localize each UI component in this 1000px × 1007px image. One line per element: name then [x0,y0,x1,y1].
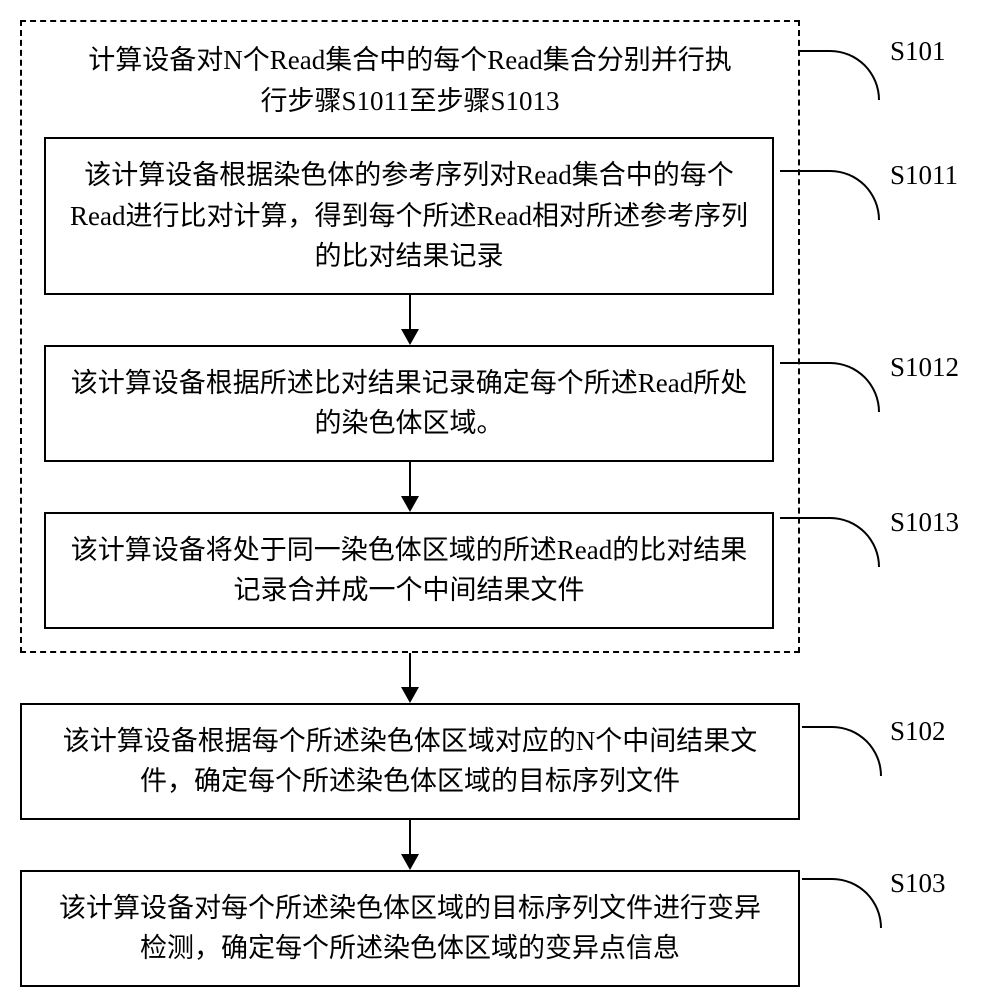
step-text: 该计算设备根据所述比对结果记录确定每个所述Read所处的染色体区域。 [71,368,747,439]
outer-dashed-box: 计算设备对N个Read集合中的每个Read集合分别并行执行步骤S1011至步骤S… [20,20,800,653]
arrow-down-icon [44,462,776,512]
arrow-down-icon [44,295,776,345]
step-box-s1012: 该计算设备根据所述比对结果记录确定每个所述Read所处的染色体区域。 [44,345,774,462]
connector-line [800,50,880,100]
connector-line [780,362,880,412]
step-box-s1011: 该计算设备根据染色体的参考序列对Read集合中的每个Read进行比对计算，得到每… [44,137,774,295]
connector-line [780,517,880,567]
step-text: 该计算设备对每个所述染色体区域的目标序列文件进行变异检测，确定每个所述染色体区域… [59,893,761,964]
step-label-s102: S102 [890,716,946,747]
arrow-down-icon [20,820,800,870]
step-label-s1013: S1013 [890,507,959,538]
step-box-s1013: 该计算设备将处于同一染色体区域的所述Read的比对结果记录合并成一个中间结果文件 [44,512,774,629]
outer-box-title: 计算设备对N个Read集合中的每个Read集合分别并行执行步骤S1011至步骤S… [44,40,776,121]
connector-line [802,878,882,928]
step-box-s103: 该计算设备对每个所述染色体区域的目标序列文件进行变异检测，确定每个所述染色体区域… [20,870,800,987]
flowchart-diagram: 计算设备对N个Read集合中的每个Read集合分别并行执行步骤S1011至步骤S… [20,20,980,987]
step-label-s101: S101 [890,36,946,67]
step-label-s1012: S1012 [890,352,959,383]
step-text: 该计算设备根据染色体的参考序列对Read集合中的每个Read进行比对计算，得到每… [70,160,748,271]
step-box-s102: 该计算设备根据每个所述染色体区域对应的N个中间结果文件，确定每个所述染色体区域的… [20,703,800,820]
step-label-s1011: S1011 [890,160,958,191]
step-text: 该计算设备将处于同一染色体区域的所述Read的比对结果记录合并成一个中间结果文件 [71,535,747,606]
step-text: 该计算设备根据每个所述染色体区域对应的N个中间结果文件，确定每个所述染色体区域的… [63,726,758,797]
connector-line [802,726,882,776]
arrow-down-icon [20,653,800,703]
step-label-s103: S103 [890,868,946,899]
connector-line [780,170,880,220]
